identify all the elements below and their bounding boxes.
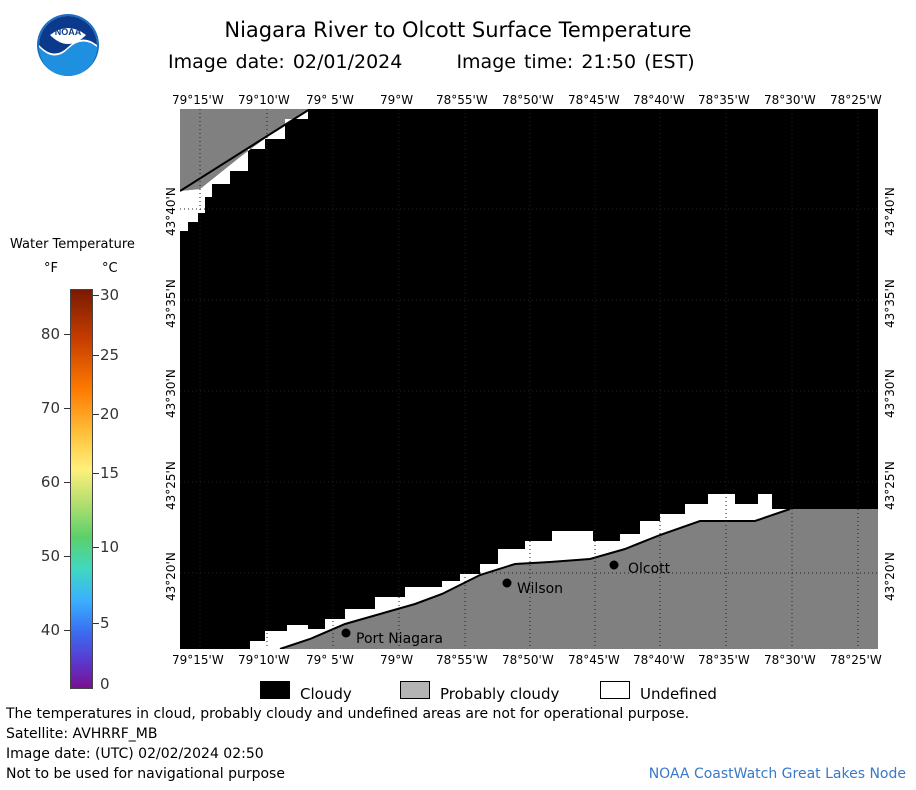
colorbar-c-label: 30 (100, 286, 120, 304)
lon-tick-top: 78°50'W (502, 93, 554, 107)
lon-tick-bottom: 78°30'W (764, 653, 816, 667)
lon-tick-bottom: 79°15'W (172, 653, 224, 667)
lat-tick-right: 43°20'N (883, 552, 897, 601)
colorbar-c-label: 10 (100, 538, 120, 556)
graticule (180, 109, 878, 649)
noaa-logo-text: NOAA (55, 27, 82, 37)
lon-tick-top: 79° 5'W (306, 93, 354, 107)
legend-unit-c: °C (102, 261, 118, 276)
page-title: Niagara River to Olcott Surface Temperat… (224, 18, 692, 42)
lon-tick-top: 78°45'W (568, 93, 620, 107)
image-date-time: Image date: 02/01/2024 Image time: 21:50… (168, 51, 695, 73)
legend-unit-f: °F (44, 261, 58, 276)
satellite-text: Satellite: AVHRRF_MB (6, 726, 158, 742)
colorbar-c-label: 15 (100, 464, 120, 482)
port-niagara-label: Port Niagara (356, 631, 443, 647)
colorbar-c-label: 5 (100, 614, 110, 632)
probably-cloudy-swatch (400, 681, 430, 699)
colorbar-f-label: 80 (40, 325, 60, 343)
lat-tick-left: 43°40'N (164, 187, 178, 236)
colorbar-c-label: 25 (100, 346, 120, 364)
lat-tick-left: 43°30'N (164, 369, 178, 418)
colorbar-f-label: 60 (40, 473, 60, 491)
nav-warning-text: Not to be used for navigational purpose (6, 766, 285, 782)
olcott-marker (609, 560, 619, 570)
colorbar-f-label: 40 (40, 621, 60, 639)
lon-tick-top: 78°40'W (633, 93, 685, 107)
lon-tick-top: 78°30'W (764, 93, 816, 107)
image-date: Image date: 02/01/2024 (168, 51, 403, 73)
olcott-label: Olcott (628, 561, 671, 577)
colorbar-f-label: 50 (40, 547, 60, 565)
port-niagara-marker (341, 628, 351, 638)
lat-tick-left: 43°20'N (164, 552, 178, 601)
lon-tick-top: 79°15'W (172, 93, 224, 107)
lon-tick-top: 78°35'W (698, 93, 750, 107)
cloudy-label: Cloudy (300, 685, 352, 703)
shoreline-south (279, 508, 791, 649)
lat-tick-right: 43°25'N (883, 461, 897, 510)
lon-tick-bottom: 79°10'W (238, 653, 290, 667)
lon-tick-bottom: 78°35'W (698, 653, 750, 667)
lon-tick-top: 79°W (380, 93, 414, 107)
image-time: Image time: 21:50 (EST) (456, 51, 695, 73)
shoreline-northwest (180, 109, 311, 192)
lon-tick-bottom: 78°55'W (436, 653, 488, 667)
surface-temperature-map: Port Niagara Wilson Olcott (180, 109, 878, 649)
lon-tick-bottom: 79° 5'W (306, 653, 354, 667)
undefined-northwest (180, 109, 310, 231)
lon-tick-top: 78°55'W (436, 93, 488, 107)
temperature-colorbar (70, 289, 93, 689)
lon-tick-bottom: 78°40'W (633, 653, 685, 667)
lat-tick-right: 43°30'N (883, 369, 897, 418)
colorbar-c-label: 20 (100, 405, 120, 423)
lon-tick-bottom: 78°50'W (502, 653, 554, 667)
lat-tick-right: 43°35'N (883, 279, 897, 328)
legend-title: Water Temperature (10, 237, 135, 252)
colorbar-c-label: 0 (100, 675, 110, 693)
lon-tick-bottom: 78°25'W (830, 653, 882, 667)
lon-tick-bottom: 78°45'W (568, 653, 620, 667)
wilson-marker (502, 578, 512, 588)
utc-date-text: Image date: (UTC) 02/02/2024 02:50 (6, 746, 264, 762)
wilson-label: Wilson (517, 581, 563, 597)
cloudy-swatch (260, 681, 290, 699)
undefined-swatch (600, 681, 630, 699)
lat-tick-right: 43°40'N (883, 187, 897, 236)
colorbar-f-label: 70 (40, 399, 60, 417)
undefined-label: Undefined (640, 685, 717, 703)
lon-tick-top: 78°25'W (830, 93, 882, 107)
lon-tick-bottom: 79°W (380, 653, 414, 667)
noaa-logo: NOAA (37, 14, 99, 76)
lon-tick-top: 79°10'W (238, 93, 290, 107)
probably-cloudy-label: Probably cloudy (440, 685, 560, 703)
credit-text: NOAA CoastWatch Great Lakes Node (648, 766, 906, 782)
lat-tick-left: 43°35'N (164, 279, 178, 328)
undefined-south (250, 494, 790, 649)
lat-tick-left: 43°25'N (164, 461, 178, 510)
land-south (280, 509, 878, 649)
disclaimer-text: The temperatures in cloud, probably clou… (6, 706, 690, 722)
